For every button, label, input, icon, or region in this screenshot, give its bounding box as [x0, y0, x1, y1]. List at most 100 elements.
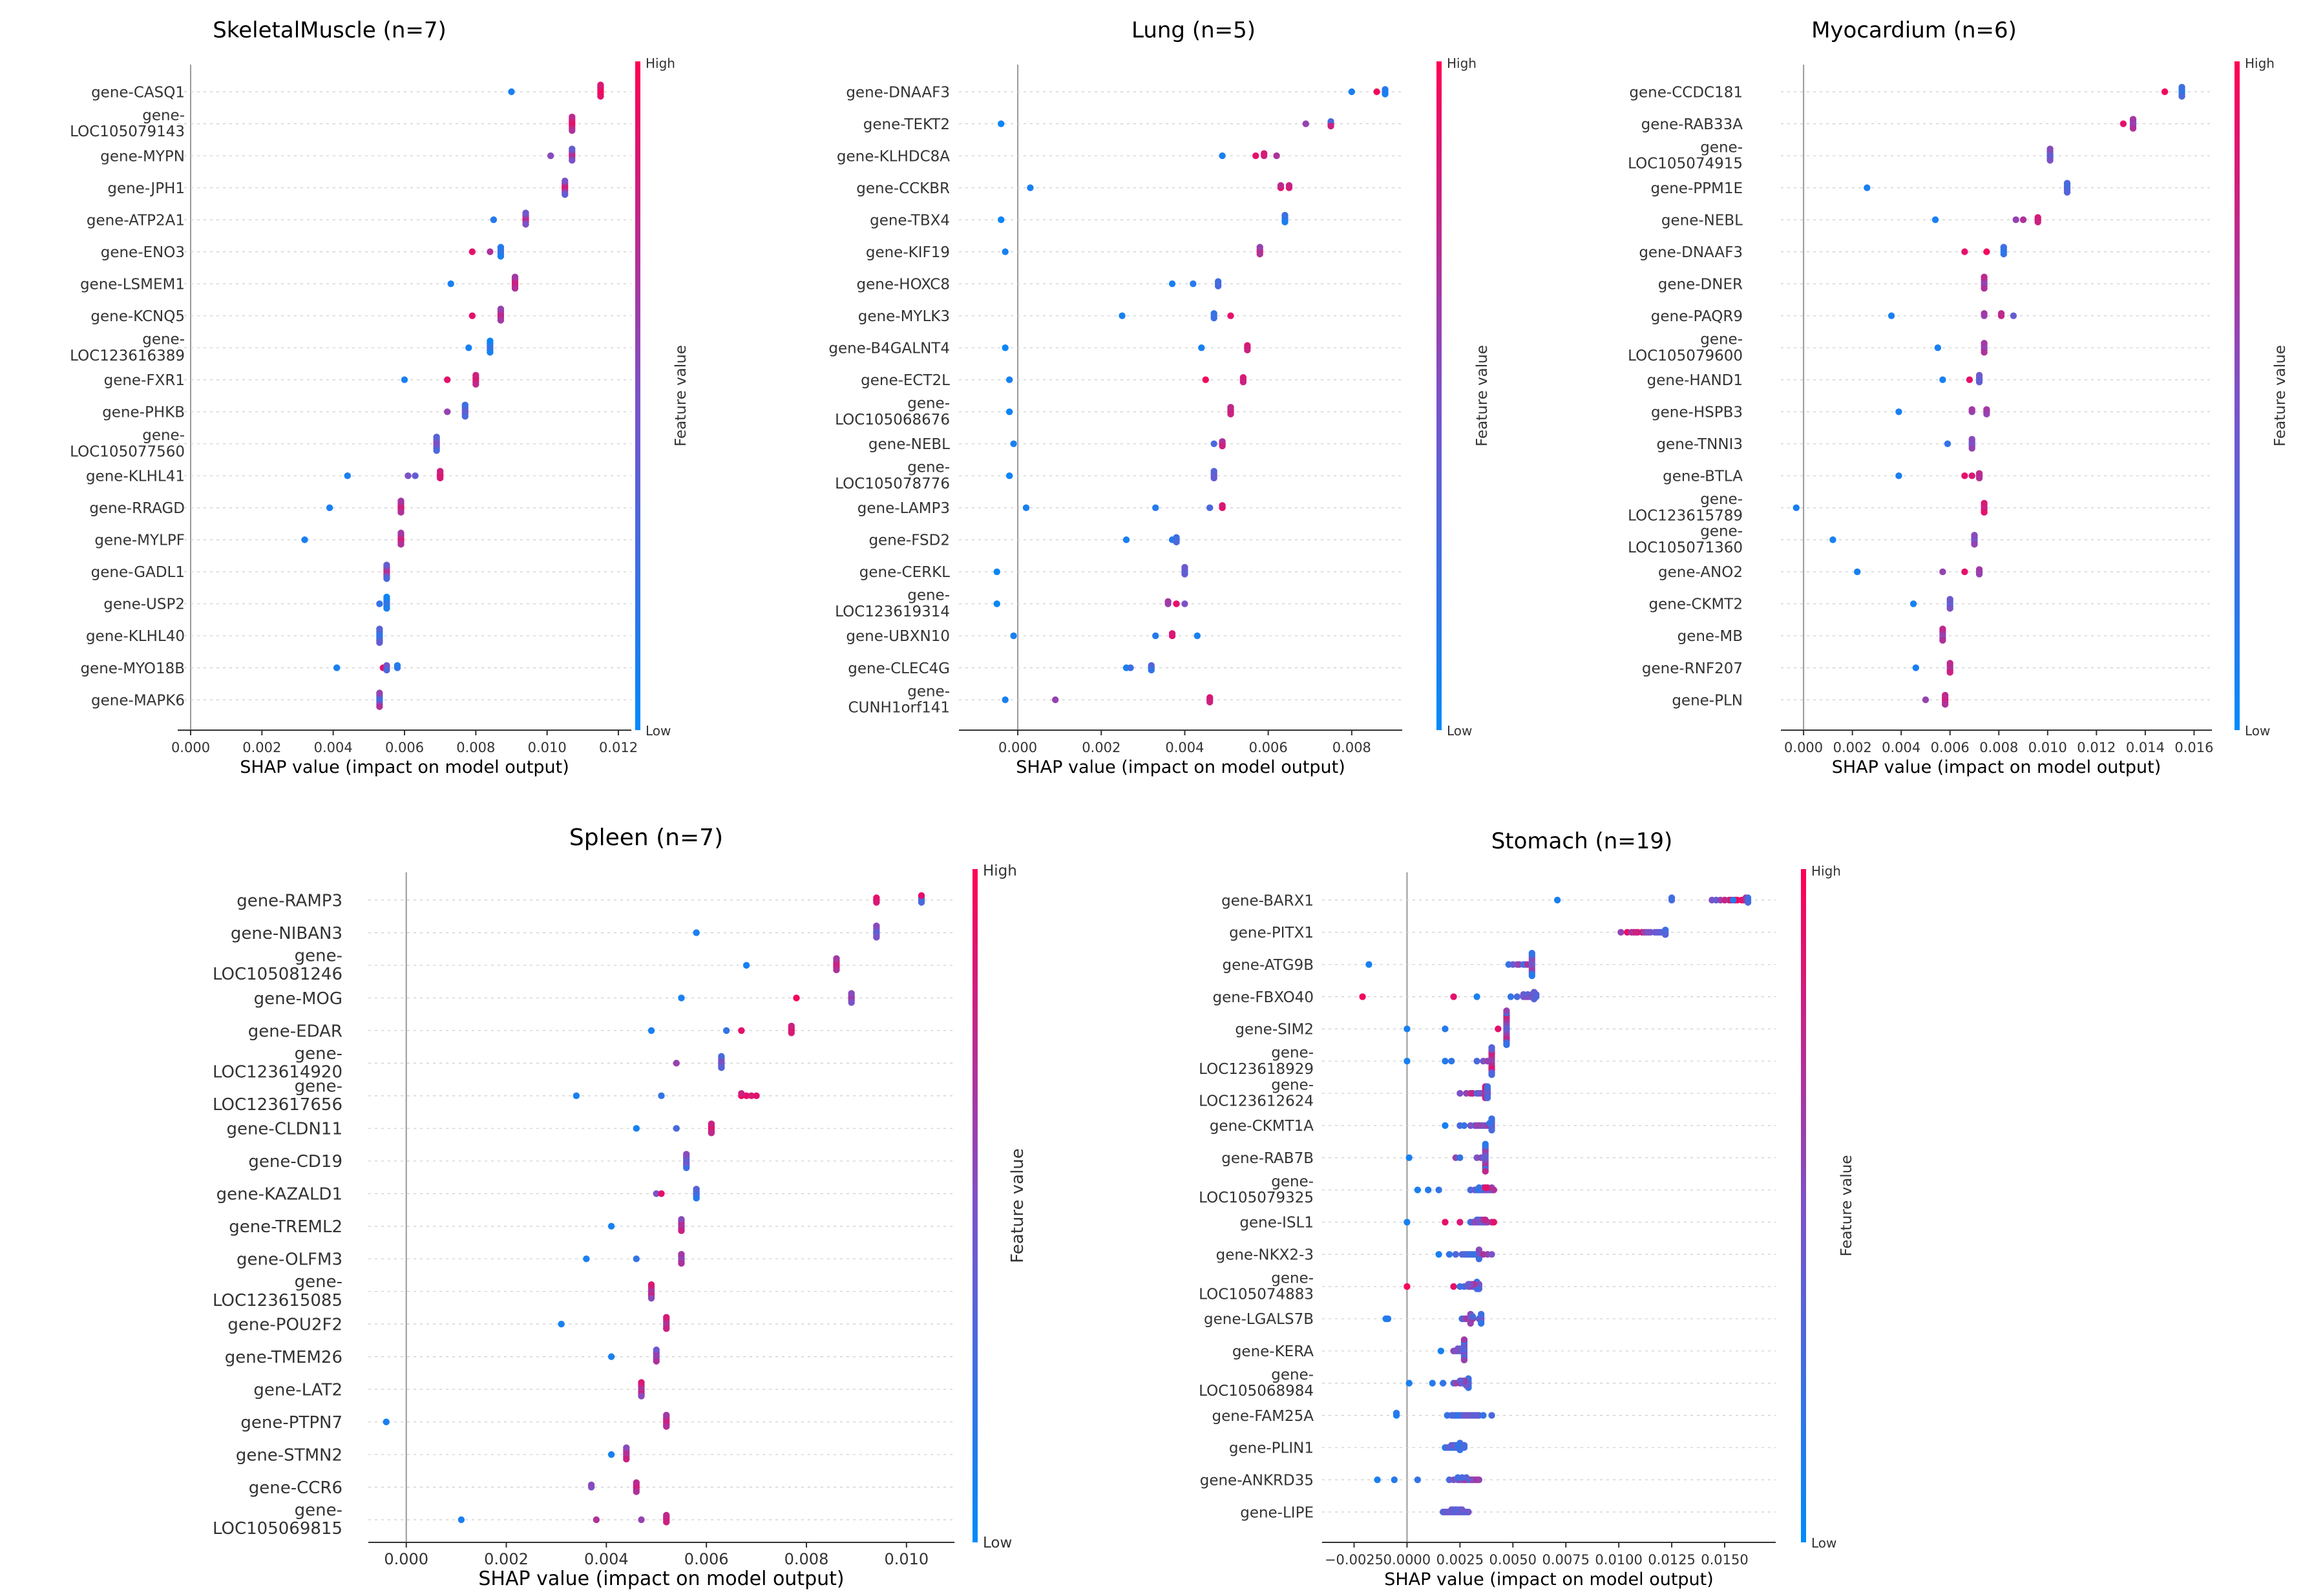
- shap-point: [1414, 1186, 1422, 1193]
- shap-point: [1528, 972, 1535, 980]
- colorbar: [1801, 869, 1806, 1542]
- feature-label: gene-KERA: [1232, 1343, 1314, 1360]
- shap-point: [993, 568, 1000, 576]
- shap-point: [522, 209, 529, 216]
- shap-point: [447, 280, 454, 288]
- shap-point: [522, 220, 529, 228]
- shap-point: [1460, 1336, 1468, 1343]
- shap-point: [1528, 949, 1535, 957]
- shap-point: [998, 120, 1005, 127]
- feature-label: gene-RNF207: [1642, 660, 1743, 677]
- feature-label: gene-ANKRD35: [1200, 1472, 1314, 1489]
- feature-label: gene-CERKL: [859, 564, 950, 581]
- feature-label: gene-LOC105071360: [1628, 523, 1743, 556]
- shap-point: [1442, 1025, 1449, 1033]
- shap-point: [1488, 1126, 1495, 1134]
- feature-label: gene-DNAAF3: [1639, 244, 1743, 261]
- shap-point: [1968, 472, 1975, 479]
- feature-label: gene-TNNI3: [1656, 436, 1743, 453]
- x-tick-label: 0.010: [884, 1550, 929, 1568]
- feature-label: gene-CCR6: [249, 1478, 342, 1498]
- shap-point: [678, 1227, 685, 1234]
- shap-point: [1503, 1007, 1510, 1014]
- shap-point: [1946, 669, 1953, 676]
- feature-label: gene-TREML2: [229, 1217, 342, 1237]
- shap-point: [753, 1092, 760, 1100]
- feature-label: gene-LOC123615789: [1628, 491, 1743, 524]
- shap-point: [833, 966, 840, 974]
- shap-point: [487, 248, 494, 255]
- shap-point: [461, 401, 468, 408]
- shap-point: [1442, 1122, 1449, 1129]
- x-tick-label: 0.002: [1833, 740, 1872, 755]
- shap-point: [1458, 1506, 1466, 1513]
- shap-point: [562, 191, 569, 198]
- shap-point: [397, 541, 405, 548]
- feature-label: gene-LOC105068984: [1199, 1367, 1314, 1400]
- feature-label: gene-PHKB: [102, 404, 185, 421]
- shap-point: [633, 1255, 640, 1263]
- shap-point: [993, 600, 1000, 607]
- shap-point: [1488, 1044, 1495, 1051]
- shap-point: [1244, 346, 1251, 353]
- shap-point: [1507, 993, 1515, 1000]
- shap-point: [633, 1479, 640, 1486]
- shap-point: [412, 472, 419, 479]
- shap-point: [1206, 698, 1214, 706]
- shap-point: [1975, 372, 1983, 379]
- feature-label: gene-OLFM3: [237, 1250, 342, 1270]
- shap-point: [433, 434, 440, 441]
- shap-point: [1452, 1251, 1460, 1258]
- colorbar: [1436, 61, 1442, 730]
- shap-point: [2063, 189, 2071, 196]
- shap-point: [623, 1455, 630, 1463]
- shap-point: [1190, 280, 1197, 288]
- x-tick-label: 0.014: [2126, 740, 2165, 755]
- shap-point: [436, 474, 444, 482]
- shap-point: [663, 1423, 670, 1430]
- shap-point: [1435, 1251, 1442, 1258]
- shap-point: [1931, 216, 1939, 224]
- shap-point: [376, 625, 383, 633]
- shap-point: [558, 1320, 565, 1328]
- shap-point: [1895, 408, 1902, 415]
- colorbar-low-label: Low: [646, 723, 671, 739]
- shap-point: [1281, 218, 1288, 226]
- feature-label: gene-HSPB3: [1651, 404, 1743, 421]
- shap-point: [1971, 532, 1978, 539]
- shap-panel-0: SkeletalMuscle (n=7) 0.000 0.002 0.004 0.006…: [70, 17, 689, 777]
- shap-point: [647, 1294, 655, 1302]
- shap-point: [1277, 182, 1285, 189]
- shap-point: [383, 605, 390, 612]
- x-tick-label: 0.008: [1979, 740, 2018, 755]
- shap-point: [1173, 538, 1180, 546]
- colorbar-high-label: High: [1447, 56, 1477, 71]
- shap-point: [457, 1516, 465, 1524]
- shap-point: [1475, 1122, 1483, 1129]
- x-tick-label: 0.004: [1165, 740, 1204, 755]
- shap-point: [1477, 1319, 1485, 1327]
- shap-point: [673, 1060, 680, 1067]
- shap-point: [1442, 1058, 1449, 1065]
- shap-point: [1946, 605, 1953, 612]
- shap-point: [1975, 474, 1983, 482]
- feature-label: gene-NEBL: [1661, 212, 1743, 229]
- shap-point: [569, 127, 576, 134]
- shap-point: [2161, 88, 2169, 96]
- feature-label: gene-LOC105081246: [213, 946, 342, 984]
- shap-point: [1148, 666, 1155, 674]
- shap-point: [333, 664, 341, 671]
- shap-point: [1414, 1476, 1422, 1484]
- shap-point: [1429, 1380, 1436, 1387]
- shap-point: [1513, 993, 1521, 1000]
- shap-point: [376, 689, 383, 697]
- shap-point: [718, 1064, 725, 1071]
- shap-point: [918, 899, 925, 906]
- x-tick-label: −0.0025: [1325, 1552, 1383, 1568]
- shap-point: [1657, 929, 1665, 936]
- shap-point: [1152, 632, 1159, 640]
- shap-point: [1888, 312, 1895, 319]
- shap-point: [742, 961, 750, 969]
- shap-point: [1405, 1154, 1413, 1161]
- feature-label: gene-ATP2A1: [87, 212, 185, 229]
